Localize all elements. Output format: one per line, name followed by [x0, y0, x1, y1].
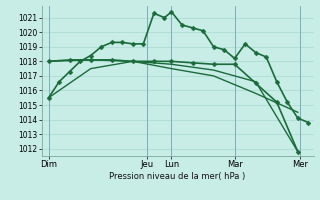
X-axis label: Pression niveau de la mer( hPa ): Pression niveau de la mer( hPa ) — [109, 172, 246, 181]
